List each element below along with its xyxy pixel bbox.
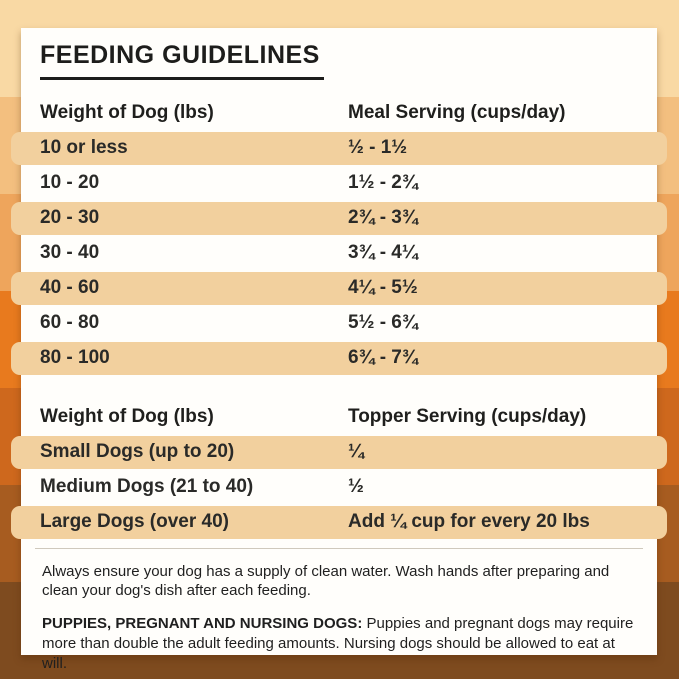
table-row: 80 - 100 6¾ - 7¾: [11, 341, 667, 375]
table-row: Small Dogs (up to 20) ¼: [11, 435, 667, 469]
table-row: Medium Dogs (21 to 40) ½: [40, 470, 638, 505]
section-spacer: [40, 376, 638, 406]
table-row: Large Dogs (over 40) Add ¼ cup for every…: [11, 505, 667, 539]
weight-cell: Large Dogs (over 40): [40, 511, 229, 532]
topper-weight-column-header: Weight of Dog (lbs): [40, 405, 214, 427]
puppies-note-label: PUPPIES, PREGNANT AND NURSING DOGS:: [42, 615, 363, 633]
table-row: 20 - 30 2¾ - 3¾: [11, 201, 667, 235]
page-title: FEEDING GUIDELINES: [40, 41, 324, 80]
table-row: 30 - 40 3¾ - 4¼: [40, 236, 638, 271]
weight-cell: 10 - 20: [40, 172, 100, 193]
weight-cell: 60 - 80: [40, 312, 100, 333]
table-row: 60 - 80 5½ - 6¾: [40, 306, 638, 341]
weight-cell: 30 - 40: [40, 242, 100, 263]
serving-cell: 6¾ - 7¾: [348, 347, 418, 368]
weight-cell: 10 or less: [40, 137, 128, 158]
meal-serving-column-header: Meal Serving (cups/day): [348, 101, 566, 123]
footer-divider: [35, 547, 643, 549]
weight-cell: Small Dogs (up to 20): [40, 441, 235, 462]
topper-table-header-row: Weight of Dog (lbs) Topper Serving (cups…: [40, 406, 638, 428]
serving-cell: 3¾ - 4¼: [348, 242, 418, 263]
serving-cell: ¼: [348, 441, 364, 462]
serving-cell: 1½ - 2¾: [348, 172, 418, 193]
meal-table-header-row: Weight of Dog (lbs) Meal Serving (cups/d…: [40, 102, 638, 124]
weight-cell: 20 - 30: [40, 207, 100, 228]
puppies-note-text: Puppies and pregnant dogs may require mo…: [42, 615, 634, 673]
table-row: 10 or less ½ - 1½: [11, 131, 667, 165]
meal-weight-column-header: Weight of Dog (lbs): [40, 101, 214, 123]
table-row: 40 - 60 4¼ - 5½: [11, 271, 667, 305]
serving-cell: ½ - 1½: [348, 137, 408, 158]
puppies-note: PUPPIES, PREGNANT AND NURSING DOGS: Pupp…: [42, 614, 634, 674]
clean-water-note: Always ensure your dog has a supply of c…: [42, 562, 610, 600]
feeding-guidelines-card: FEEDING GUIDELINES Weight of Dog (lbs) M…: [11, 28, 667, 672]
table-row: 10 - 20 1½ - 2¾: [40, 166, 638, 201]
serving-cell: 2¾ - 3¾: [348, 207, 418, 228]
serving-cell: ½: [348, 476, 364, 497]
serving-cell: Add ¼ cup for every 20 lbs: [348, 511, 590, 532]
weight-cell: 40 - 60: [40, 277, 100, 298]
serving-cell: 4¼ - 5½: [348, 277, 418, 298]
weight-cell: 80 - 100: [40, 347, 110, 368]
serving-cell: 5½ - 6¾: [348, 312, 418, 333]
topper-serving-column-header: Topper Serving (cups/day): [348, 405, 587, 427]
weight-cell: Medium Dogs (21 to 40): [40, 476, 254, 497]
